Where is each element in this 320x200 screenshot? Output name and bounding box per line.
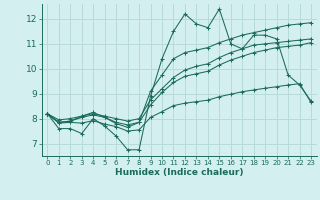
X-axis label: Humidex (Indice chaleur): Humidex (Indice chaleur) bbox=[115, 168, 244, 177]
